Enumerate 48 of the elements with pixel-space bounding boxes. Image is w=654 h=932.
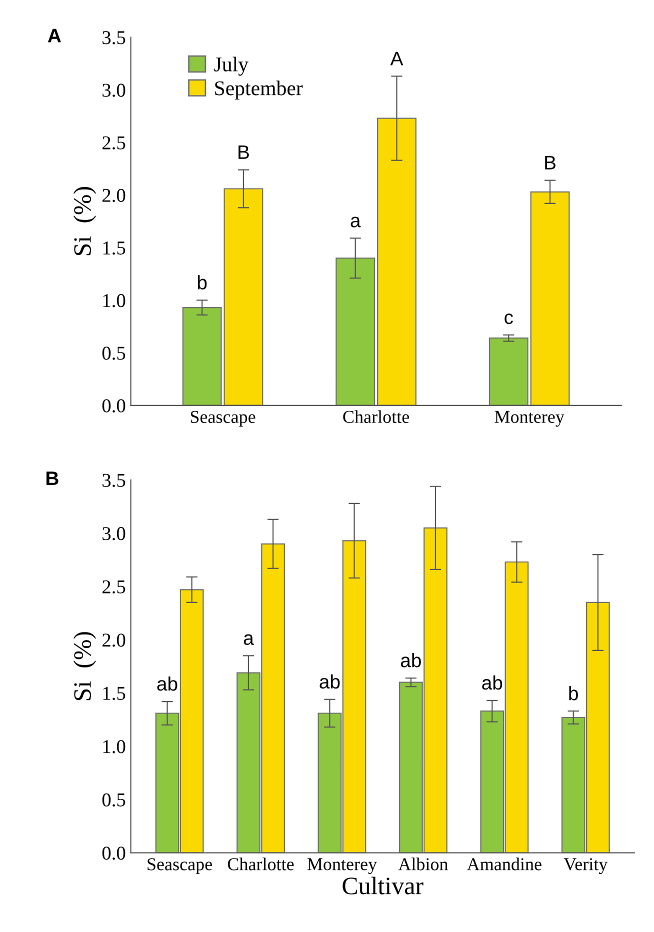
y-axis-title: Si (%): [73, 187, 96, 256]
annotation: ab: [400, 653, 421, 668]
y-tick-label: 0.0: [102, 846, 126, 860]
y-tick-label: 3.0: [102, 527, 126, 540]
x-tick-label: Seascape: [190, 410, 256, 427]
y-tick-label: 3.5: [102, 31, 126, 44]
y-tick-label: 1.0: [103, 294, 126, 308]
legend-label: July: [214, 56, 248, 76]
annotation: b: [198, 275, 207, 290]
y-tick-label: 3.5: [102, 474, 126, 488]
annotation: ab: [157, 676, 178, 691]
y-tick-label: 3.0: [102, 84, 126, 97]
annotation: c: [504, 314, 513, 324]
y-axis-title: Si (%): [73, 632, 96, 700]
annotation: a: [350, 216, 361, 228]
y-tick-label: 0.5: [102, 346, 126, 360]
annotation: A: [390, 52, 404, 66]
y-tick-label: 2.0: [102, 634, 126, 647]
bar: [530, 191, 570, 406]
annotation: a: [244, 634, 254, 645]
y-tick-label: 1.0: [103, 740, 126, 754]
x-tick-label: Seascape: [148, 858, 212, 874]
x-tick-label: Monterey: [307, 858, 378, 874]
bar: [377, 118, 416, 406]
x-tick-label: Albion: [398, 858, 448, 870]
y-tick-label: 2.0: [102, 188, 126, 202]
annotation: ab: [482, 675, 502, 690]
x-tick-label: Charlotte: [228, 858, 294, 870]
y-tick-label: 0.5: [102, 793, 126, 807]
bar: [488, 338, 528, 406]
legend-label: September: [215, 80, 303, 100]
chart-title: A: [48, 28, 61, 42]
bar: [336, 258, 376, 406]
y-tick-label: 2.5: [102, 580, 126, 594]
y-tick-label: 0.0: [102, 399, 126, 412]
x-tick-label: Verity: [564, 858, 608, 874]
annotation: B: [545, 156, 556, 170]
y-tick-label: 1.5: [103, 242, 126, 255]
y-tick-label: 2.5: [102, 136, 126, 150]
x-tick-label: Amandine: [466, 858, 542, 870]
annotation: B: [238, 145, 249, 159]
x-tick-label: Charlotte: [343, 410, 410, 423]
chart-title: B: [46, 472, 58, 486]
annotation: ab: [320, 674, 340, 689]
y-tick-label: 1.5: [103, 686, 126, 700]
x-axis-title: Cultivar: [342, 876, 424, 894]
annotation: b: [569, 686, 578, 700]
x-tick-label: Monterey: [494, 410, 564, 427]
